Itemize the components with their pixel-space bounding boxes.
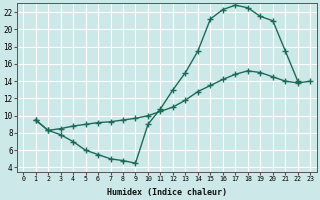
- X-axis label: Humidex (Indice chaleur): Humidex (Indice chaleur): [107, 188, 227, 197]
